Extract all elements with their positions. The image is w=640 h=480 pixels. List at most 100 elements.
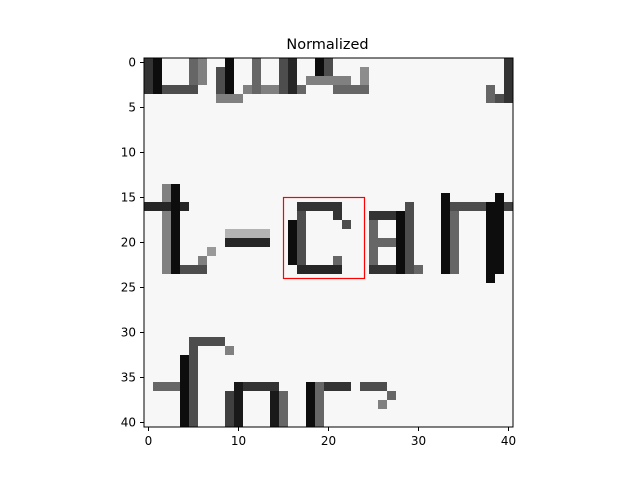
heatmap-cell — [369, 337, 379, 347]
heatmap-cell — [414, 265, 424, 275]
heatmap-cell — [171, 211, 181, 221]
heatmap-cell — [342, 211, 352, 221]
heatmap-cell — [342, 346, 352, 356]
heatmap-cell — [297, 112, 307, 122]
heatmap-cell — [234, 121, 244, 131]
heatmap-cell — [351, 229, 361, 239]
heatmap-cell — [189, 274, 199, 284]
heatmap-cell — [468, 328, 478, 338]
heatmap-cell — [459, 202, 469, 212]
heatmap-cell — [153, 220, 163, 230]
heatmap-cell — [432, 220, 442, 230]
heatmap-cell — [387, 355, 397, 365]
heatmap-cell — [504, 85, 514, 95]
heatmap-cell — [450, 418, 460, 428]
heatmap-cell — [504, 274, 514, 284]
heatmap-cell — [486, 346, 496, 356]
heatmap-cell — [387, 400, 397, 410]
heatmap-cell — [315, 328, 325, 338]
heatmap-cell — [216, 121, 226, 131]
heatmap-cell — [270, 301, 280, 311]
heatmap-cell — [324, 355, 334, 365]
heatmap-cell — [387, 265, 397, 275]
heatmap-cell — [441, 103, 451, 113]
heatmap-cell — [279, 391, 289, 401]
heatmap-cell — [387, 148, 397, 158]
heatmap-cell — [162, 364, 172, 374]
heatmap-cell — [351, 247, 361, 257]
heatmap-cell — [207, 400, 217, 410]
heatmap-cell — [315, 292, 325, 302]
heatmap-cell — [288, 319, 298, 329]
heatmap-cell — [216, 94, 226, 104]
heatmap-cell — [288, 211, 298, 221]
heatmap-cell — [333, 256, 343, 266]
heatmap-cell — [306, 292, 316, 302]
heatmap-cell — [342, 418, 352, 428]
heatmap-cell — [279, 184, 289, 194]
heatmap-cell — [441, 211, 451, 221]
heatmap-cell — [270, 328, 280, 338]
heatmap-cell — [297, 337, 307, 347]
heatmap-cell — [459, 130, 469, 140]
heatmap-cell — [171, 274, 181, 284]
heatmap-cell — [315, 85, 325, 95]
heatmap-cell — [495, 202, 505, 212]
heatmap-cell — [369, 274, 379, 284]
heatmap-cell — [477, 283, 487, 293]
heatmap-cell — [207, 310, 217, 320]
heatmap-cell — [315, 202, 325, 212]
heatmap-cell — [252, 328, 262, 338]
heatmap-cell — [261, 400, 271, 410]
heatmap-cell — [306, 67, 316, 77]
heatmap-cell — [378, 328, 388, 338]
heatmap-cell — [189, 157, 199, 167]
heatmap-cell — [315, 58, 325, 68]
heatmap-cell — [360, 355, 370, 365]
heatmap-cell — [252, 130, 262, 140]
heatmap-cell — [504, 229, 514, 239]
heatmap-cell — [351, 202, 361, 212]
heatmap-cell — [315, 76, 325, 86]
heatmap-cell — [225, 103, 235, 113]
heatmap-cell — [153, 274, 163, 284]
heatmap-cell — [207, 382, 217, 392]
heatmap-cell — [234, 238, 244, 248]
heatmap-cell — [396, 247, 406, 257]
heatmap-cell — [279, 409, 289, 419]
heatmap-cell — [207, 85, 217, 95]
heatmap-cell — [333, 238, 343, 248]
heatmap-cell — [387, 391, 397, 401]
heatmap-cell — [504, 247, 514, 257]
heatmap-cell — [171, 400, 181, 410]
heatmap-cell — [243, 265, 253, 275]
heatmap-cell — [243, 238, 253, 248]
heatmap-cell — [414, 319, 424, 329]
heatmap-cell — [198, 337, 208, 347]
heatmap-cell — [459, 400, 469, 410]
heatmap-cell — [468, 76, 478, 86]
heatmap-cell — [315, 355, 325, 365]
heatmap-cell — [486, 382, 496, 392]
heatmap-cell — [441, 175, 451, 185]
heatmap-cell — [234, 76, 244, 86]
heatmap-cell — [432, 337, 442, 347]
heatmap-cell — [198, 220, 208, 230]
heatmap-cell — [369, 364, 379, 374]
heatmap-cell — [162, 67, 172, 77]
heatmap-cell — [288, 157, 298, 167]
heatmap-cell — [162, 310, 172, 320]
heatmap-cell — [378, 274, 388, 284]
heatmap-cell — [333, 328, 343, 338]
heatmap-cell — [468, 148, 478, 158]
heatmap-cell — [504, 67, 514, 77]
heatmap-cell — [171, 94, 181, 104]
heatmap-cell — [423, 373, 433, 383]
heatmap-cell — [216, 400, 226, 410]
heatmap-cell — [243, 175, 253, 185]
heatmap-cell — [270, 337, 280, 347]
heatmap-cell — [270, 157, 280, 167]
heatmap-cell — [414, 193, 424, 203]
heatmap-cell — [414, 229, 424, 239]
